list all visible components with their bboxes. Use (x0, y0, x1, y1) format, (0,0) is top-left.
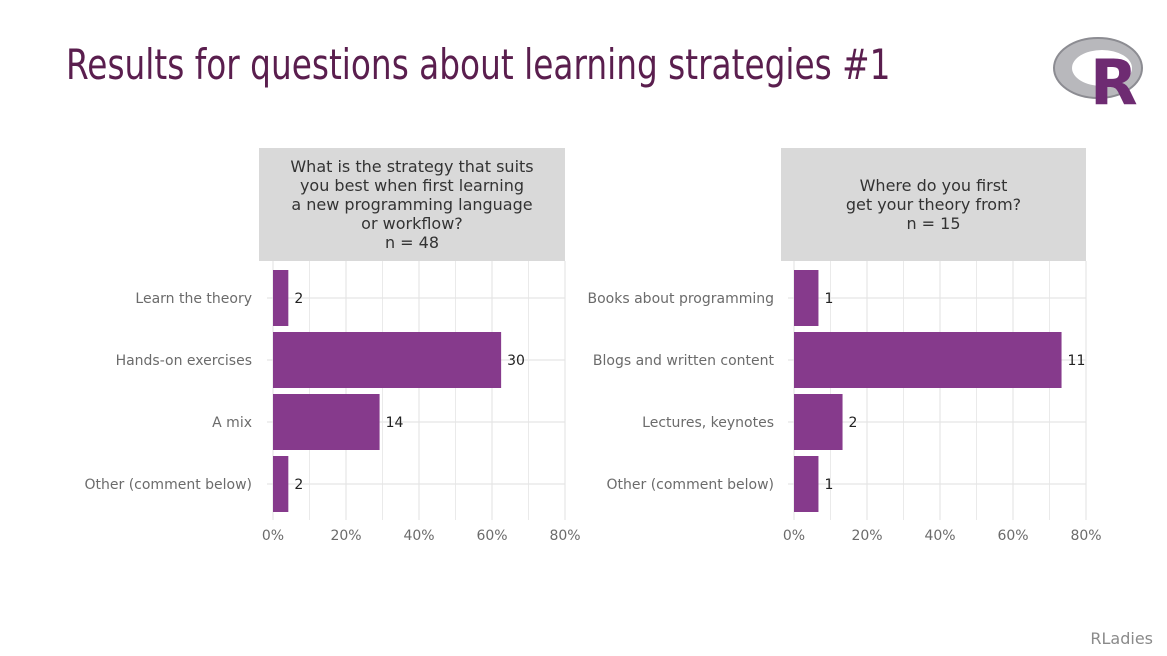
slide-title: Results for questions about learning str… (66, 40, 891, 89)
x-tick-label: 60% (476, 528, 507, 544)
chart-2-header: Where do you first get your theory from?… (781, 148, 1086, 261)
x-tick-label: 20% (330, 528, 361, 544)
value-label: 11 (1068, 353, 1086, 369)
x-tick-label: 40% (403, 528, 434, 544)
footer-text: RLadies (1090, 629, 1153, 648)
category-label: Books about programming (588, 291, 774, 307)
r-logo: R (1053, 37, 1143, 108)
bar-1-1 (273, 270, 289, 326)
chart-1-title: What is the strategy that suits you best… (290, 157, 534, 252)
bar-1-4 (273, 456, 289, 512)
value-label: 1 (824, 477, 833, 493)
value-label: 2 (849, 415, 858, 431)
category-label: Other (comment below) (85, 477, 253, 493)
category-label: A mix (212, 415, 252, 431)
bar-1-2 (273, 332, 502, 388)
value-label: 2 (294, 477, 303, 493)
value-label: 30 (507, 353, 525, 369)
chart-2-group: Books about programming 1 Blogs and writte… (588, 261, 1102, 544)
bar-2-1 (794, 270, 819, 326)
x-tick-label: 80% (1070, 528, 1101, 544)
category-label: Blogs and written content (593, 353, 775, 369)
x-tick-label: 80% (549, 528, 580, 544)
category-label: Other (comment below) (607, 477, 775, 493)
category-label: Learn the theory (135, 291, 252, 307)
value-label: 1 (824, 291, 833, 307)
chart-2-title: Where do you first get your theory from?… (845, 176, 1022, 233)
category-label: Lectures, keynotes (642, 415, 774, 431)
category-label: Hands-on exercises (116, 353, 252, 369)
bar-2-4 (794, 456, 819, 512)
x-tick-label: 0% (262, 528, 284, 544)
chart-1-header: What is the strategy that suits you best… (259, 148, 565, 261)
bar-1-3 (273, 394, 380, 450)
chart-1-group: Learn the theory 2 Hands-on exercises 30 A m… (85, 261, 581, 544)
x-tick-label: 60% (997, 528, 1028, 544)
x-tick-label: 0% (783, 528, 805, 544)
x-tick-label: 20% (851, 528, 882, 544)
value-label: 14 (386, 415, 404, 431)
bar-2-2 (794, 332, 1062, 388)
x-tick-label: 40% (924, 528, 955, 544)
r-logo-letter: R (1090, 46, 1138, 108)
value-label: 2 (294, 291, 303, 307)
bar-2-3 (794, 394, 843, 450)
